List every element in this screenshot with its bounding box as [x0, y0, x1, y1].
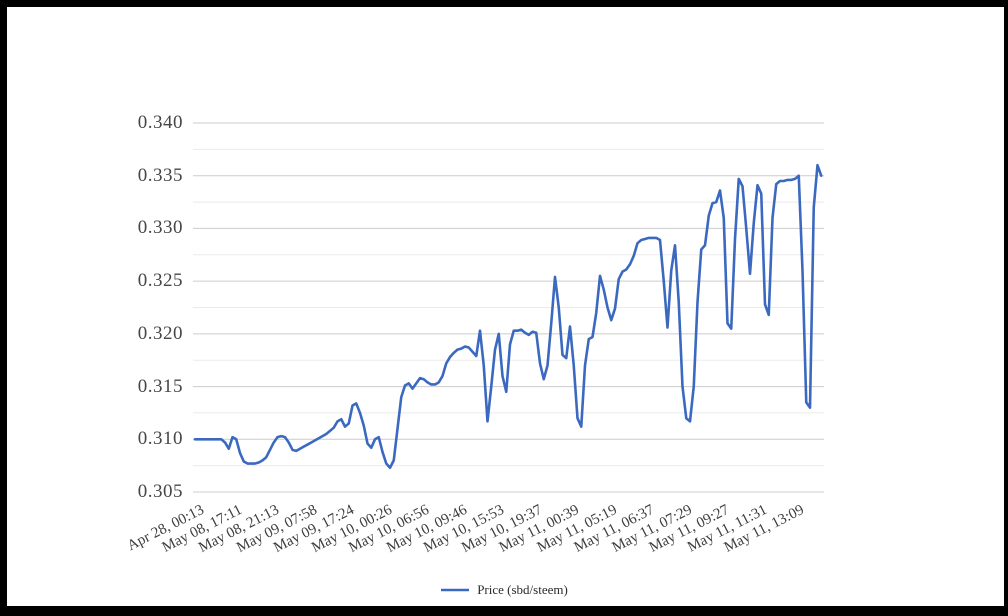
y-tick-label: 0.340 [137, 112, 183, 133]
legend-label: Price (sbd/steem) [477, 582, 568, 597]
y-tick-label: 0.310 [137, 428, 183, 450]
legend-line-swatch [441, 588, 470, 592]
y-tick-label: 0.330 [137, 217, 183, 239]
y-tick-label: 0.315 [137, 375, 183, 397]
legend: Price (sbd/steem) [0, 580, 1008, 600]
y-tick-label: 0.320 [137, 322, 183, 344]
y-tick-label: 0.325 [137, 270, 183, 292]
y-tick-label: 0.305 [137, 481, 183, 502]
y-tick-label: 0.335 [137, 164, 183, 186]
